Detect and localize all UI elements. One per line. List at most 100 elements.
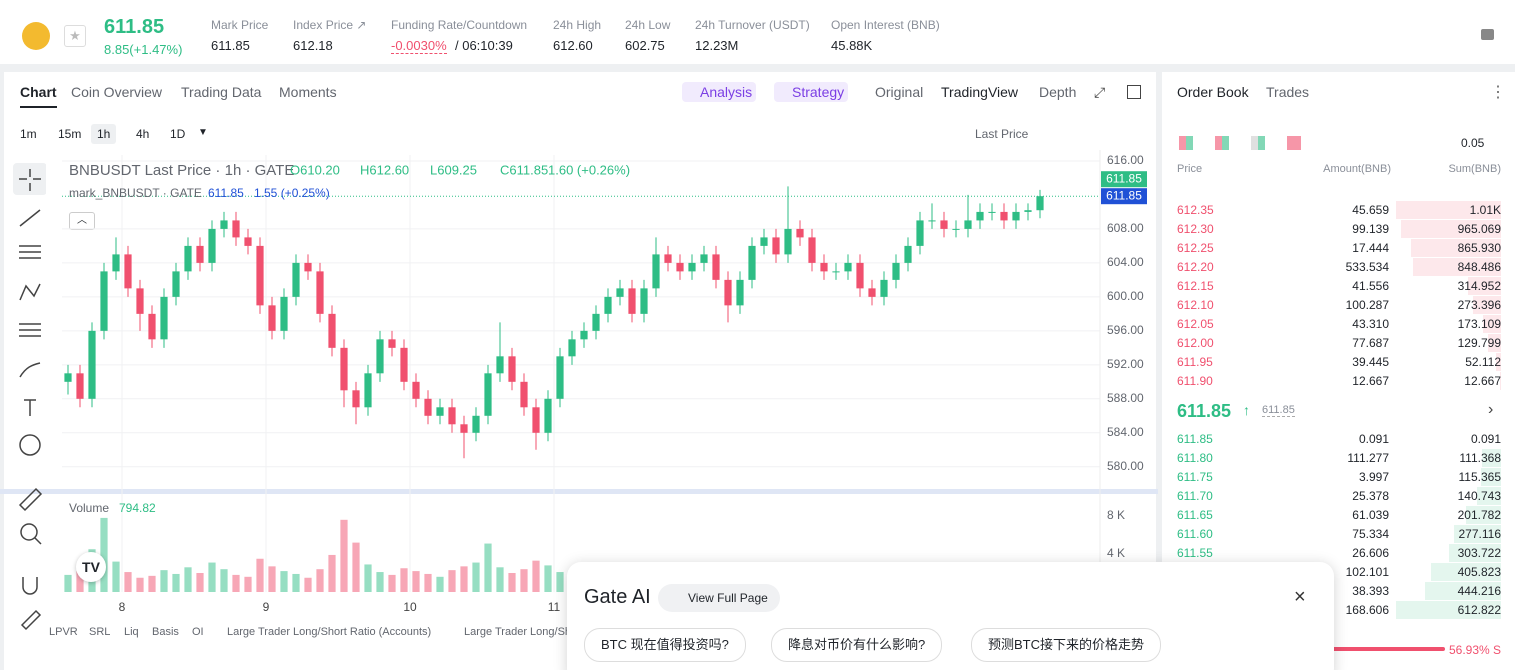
tv-logo[interactable]: TV xyxy=(76,552,106,582)
close[interactable]: × xyxy=(1294,586,1306,608)
chart-tab[interactable]: Coin Overview xyxy=(71,84,163,100)
volume-bar xyxy=(316,569,324,592)
candle-body xyxy=(700,254,708,263)
favorite[interactable]: ★ xyxy=(64,25,86,47)
chevron[interactable]: › xyxy=(1488,401,1494,418)
price: 611.85 xyxy=(104,16,165,38)
candle-body xyxy=(856,262,864,289)
candle-body xyxy=(232,220,240,238)
ob-amount: 45.659 xyxy=(1352,203,1389,217)
layout-icon[interactable] xyxy=(1215,136,1229,150)
candle-body xyxy=(448,407,456,425)
ob-price[interactable]: 611.85 xyxy=(1177,432,1213,446)
ob-price[interactable]: 611.95 xyxy=(1177,355,1213,369)
layout-icon[interactable] xyxy=(1287,136,1301,150)
layout-icon[interactable] xyxy=(1251,136,1265,150)
candle-body xyxy=(1036,196,1044,211)
volume-bar xyxy=(76,571,84,592)
indicator[interactable]: SRL xyxy=(89,626,111,638)
ob-sum: 865.930 xyxy=(1457,241,1501,255)
interval[interactable]: 1D xyxy=(170,127,186,141)
volume-bar xyxy=(436,576,444,592)
collapse-legend[interactable]: ︿ xyxy=(69,212,95,230)
ob-sum: 277.116 xyxy=(1458,527,1502,541)
menu[interactable]: ⋮ xyxy=(1490,84,1506,101)
indicator[interactable]: OI xyxy=(192,626,204,638)
precision[interactable]: 0.05 xyxy=(1461,136,1485,150)
suggestion[interactable]: 预测BTC接下来的价格走势 xyxy=(971,628,1162,662)
suggestion[interactable]: 降息对币价有什么影响? xyxy=(771,628,943,662)
ob-tab[interactable]: Order Book xyxy=(1177,84,1249,100)
ob-price[interactable]: 612.00 xyxy=(1177,336,1214,350)
candle-body xyxy=(640,288,648,314)
indicator[interactable]: LPVR xyxy=(49,626,78,638)
candle-body xyxy=(760,237,768,246)
ob-last: 611.85 xyxy=(1177,401,1232,421)
volume-bar xyxy=(388,574,396,592)
ob-price[interactable]: 612.10 xyxy=(1177,298,1214,312)
ob-sum: 140.743 xyxy=(1457,489,1501,503)
indicator[interactable]: Large Trader Long/Sh xyxy=(464,626,572,638)
ai-view[interactable]: Strategy xyxy=(774,82,849,102)
suggestion[interactable]: BTC 现在值得投资吗? xyxy=(584,628,746,662)
ob-price[interactable]: 612.20 xyxy=(1177,260,1214,274)
candle-body xyxy=(520,381,528,408)
ob-price[interactable]: 612.35 xyxy=(1177,203,1214,217)
volume-bar xyxy=(256,558,264,592)
view-mode[interactable]: Original xyxy=(875,84,924,100)
ob-sum: 201.782 xyxy=(1457,508,1501,522)
ob-price[interactable]: 611.75 xyxy=(1177,470,1213,484)
candle-body xyxy=(76,373,84,399)
ob-price[interactable]: 611.70 xyxy=(1177,489,1213,503)
y-tick-label: 616.00 xyxy=(1107,153,1144,167)
ob-sum: 273.396 xyxy=(1457,298,1501,312)
y-tick-label: 588.00 xyxy=(1107,391,1144,405)
interval[interactable]: 4h xyxy=(136,127,150,141)
interval[interactable]: 1h xyxy=(91,124,117,144)
ob-price[interactable]: 611.65 xyxy=(1177,508,1213,522)
chart-tab[interactable]: Trading Data xyxy=(181,84,262,100)
ob-price[interactable]: 611.60 xyxy=(1177,527,1213,541)
ai-link[interactable]: View Full Page xyxy=(658,584,780,612)
x-tick-label: 8 xyxy=(119,600,126,614)
view-mode[interactable]: Depth xyxy=(1039,84,1077,100)
ob-tab[interactable]: Trades xyxy=(1266,84,1310,100)
interval[interactable]: 15m xyxy=(58,127,82,141)
candle-body xyxy=(784,228,792,255)
interval[interactable]: 1m xyxy=(20,127,37,141)
ob-price[interactable]: 612.05 xyxy=(1177,317,1214,331)
candle-body xyxy=(772,237,780,255)
book-icon[interactable] xyxy=(1481,29,1494,40)
ob-amount: 12.667 xyxy=(1352,374,1389,388)
expand[interactable]: ⤢ xyxy=(1094,84,1106,100)
ob-price[interactable]: 612.25 xyxy=(1177,241,1214,255)
depth-bar xyxy=(1466,506,1501,524)
y-tick-label: 592.00 xyxy=(1107,357,1144,371)
ob-price[interactable]: 611.90 xyxy=(1177,374,1213,388)
volume-bar xyxy=(160,570,168,592)
layout[interactable] xyxy=(1127,85,1141,99)
indicator[interactable]: Large Trader Long/Short Ratio (Accounts) xyxy=(227,626,432,638)
chart-tab[interactable]: Chart xyxy=(20,84,57,108)
candle-body xyxy=(1024,210,1032,212)
ob-price[interactable]: 611.55 xyxy=(1177,546,1213,560)
ob-price[interactable]: 612.30 xyxy=(1177,222,1214,236)
coin-logo xyxy=(22,22,50,50)
ai-view[interactable]: Analysis xyxy=(682,82,757,102)
indicator[interactable]: Basis xyxy=(152,626,179,638)
volume-tick-label: 4 K xyxy=(1107,546,1125,560)
ob-amount: 102.101 xyxy=(1345,565,1389,579)
view-mode[interactable]: TradingView xyxy=(941,84,1019,100)
candle-body xyxy=(652,254,660,289)
ob-amount: 43.310 xyxy=(1352,317,1389,331)
ob-sum: 129.799 xyxy=(1457,336,1501,350)
chart-tab[interactable]: Moments xyxy=(279,84,337,100)
indicator[interactable]: Liq xyxy=(124,626,139,638)
price-source[interactable]: Last Price xyxy=(975,127,1029,141)
candle-body xyxy=(244,237,252,246)
ob-price[interactable]: 611.80 xyxy=(1177,451,1213,465)
layout-icon[interactable] xyxy=(1179,136,1193,150)
ob-price[interactable]: 612.15 xyxy=(1177,279,1214,293)
caret[interactable]: ▼ xyxy=(198,127,208,138)
depth-bar xyxy=(1410,239,1501,257)
